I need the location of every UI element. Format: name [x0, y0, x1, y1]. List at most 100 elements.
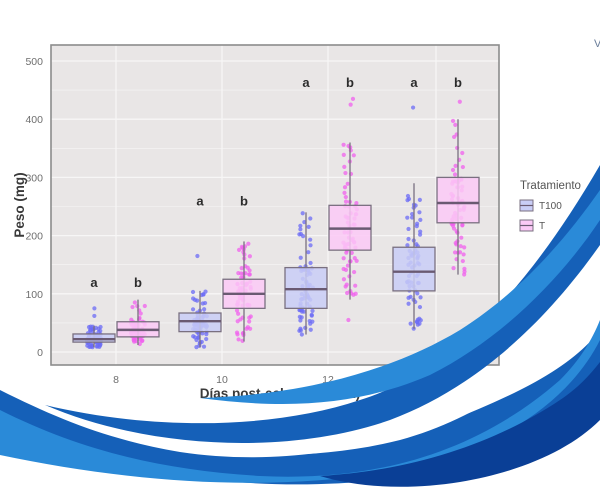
data-point: [417, 210, 422, 215]
data-point: [235, 332, 240, 337]
significance-letter: a: [410, 75, 418, 90]
outlier-point: [195, 253, 200, 259]
data-point: [351, 153, 356, 158]
data-point: [348, 148, 353, 153]
x-axis-ticks: 8 10 12: [113, 374, 334, 386]
significance-letter: a: [302, 75, 310, 90]
decorative-blue-waves: [0, 165, 600, 487]
y-tick-label: 400: [25, 114, 43, 126]
data-point: [415, 291, 420, 296]
y-tick-label: 300: [25, 172, 43, 184]
data-point: [354, 200, 359, 206]
data-point: [132, 300, 137, 305]
data-point: [405, 215, 410, 220]
data-point: [86, 324, 92, 330]
data-point: [298, 318, 303, 323]
y-axis-ticks: 0 100 200 300 400 500: [25, 56, 43, 359]
data-point: [202, 307, 207, 312]
data-point: [342, 164, 347, 169]
data-point: [236, 337, 241, 342]
data-point: [204, 332, 209, 337]
data-point: [405, 198, 410, 203]
data-point: [406, 295, 411, 300]
data-point: [451, 265, 456, 271]
data-point: [460, 150, 465, 156]
data-point: [248, 326, 253, 331]
data-point: [342, 190, 347, 195]
data-point: [460, 164, 465, 170]
data-point: [343, 170, 348, 176]
outlier-point: [350, 96, 356, 101]
data-point: [247, 272, 252, 277]
data-point: [190, 289, 196, 295]
data-point: [236, 247, 242, 253]
data-point: [418, 217, 423, 222]
data-point: [406, 226, 411, 232]
data-point: [418, 229, 423, 234]
data-point: [98, 328, 103, 333]
data-point: [89, 343, 94, 348]
legend: Tratamiento T100 T: [519, 180, 581, 232]
data-point: [406, 301, 411, 306]
data-point: [310, 319, 315, 324]
plot-frame: [50, 44, 500, 366]
data-point: [140, 338, 145, 344]
data-point: [349, 250, 354, 255]
data-point: [239, 266, 244, 271]
y-tick-label: 200: [25, 231, 43, 243]
y-tick-label: 0: [37, 347, 43, 359]
y-tick-label: 500: [25, 56, 43, 68]
data-point: [297, 314, 302, 319]
data-point: [352, 269, 357, 275]
significance-letter: a: [196, 193, 204, 208]
data-point: [298, 223, 303, 228]
data-point: [341, 256, 346, 261]
data-point: [247, 268, 252, 273]
data-point: [450, 167, 456, 173]
data-point: [190, 307, 196, 312]
data-point: [98, 342, 103, 347]
data-point: [408, 321, 413, 326]
data-point: [195, 298, 200, 303]
data-point: [450, 223, 456, 228]
box: [436, 176, 480, 224]
outlier-point: [92, 306, 97, 311]
data-point: [343, 284, 348, 289]
data-point: [299, 332, 304, 337]
y-axis-title: Peso (mg): [12, 172, 27, 237]
data-point: [308, 260, 313, 266]
data-point: [418, 295, 423, 300]
data-point: [417, 304, 423, 310]
data-point: [300, 211, 305, 216]
data-point: [410, 211, 415, 217]
data-point: [204, 336, 209, 342]
data-point: [462, 245, 467, 250]
data-point: [414, 224, 419, 229]
data-point: [306, 250, 311, 255]
data-point: [192, 335, 198, 340]
data-point: [306, 224, 311, 229]
x-tick-label: 10: [216, 374, 228, 386]
data-point: [453, 163, 458, 169]
data-point: [453, 122, 458, 127]
data-point: [142, 303, 147, 309]
data-point: [352, 256, 357, 261]
significance-letter: b: [454, 75, 462, 90]
x-tick-label: 12: [322, 374, 334, 386]
significance-letter: b: [134, 275, 142, 290]
data-point: [191, 296, 196, 301]
data-point: [410, 215, 415, 220]
outlier-point: [92, 313, 97, 319]
plot-panel: [51, 45, 499, 365]
significance-letter: b: [240, 193, 248, 208]
data-point: [452, 172, 458, 177]
data-point: [200, 301, 205, 306]
significance-letter: b: [346, 75, 354, 90]
data-point: [345, 290, 350, 296]
data-point: [462, 272, 467, 277]
outlier-point: [457, 99, 462, 104]
significance-letter: a: [90, 275, 98, 290]
data-point: [201, 292, 206, 297]
data-point: [135, 304, 140, 309]
